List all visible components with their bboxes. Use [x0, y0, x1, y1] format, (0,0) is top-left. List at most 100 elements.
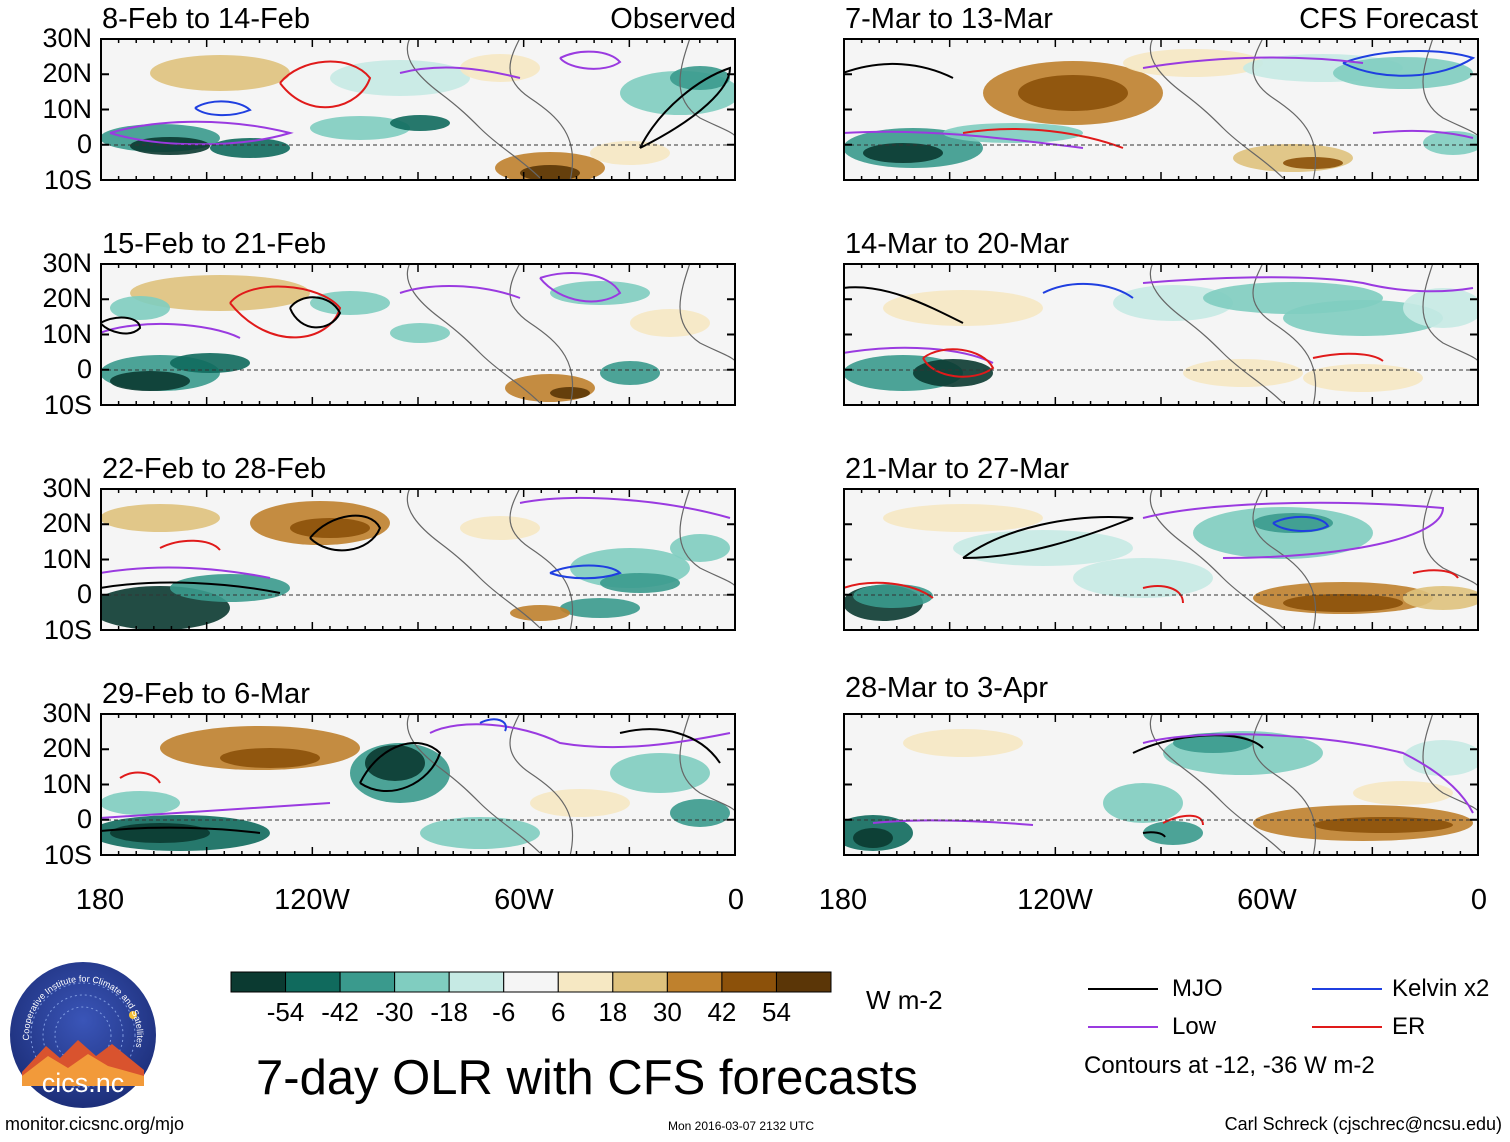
- lat-label: 10N: [42, 769, 92, 799]
- coastline: [406, 263, 541, 404]
- olr-anomaly-area: [853, 584, 933, 608]
- olr-anomaly-area: [1283, 157, 1343, 169]
- contour-line: [843, 346, 994, 364]
- contour-line: [872, 819, 1034, 826]
- contour-line: [549, 564, 622, 580]
- panel-title: 14-Mar to 20-Mar: [845, 228, 1070, 260]
- coastline: [509, 38, 574, 181]
- legend-line-mjo: [1088, 988, 1158, 990]
- lat-label: 30N: [42, 23, 92, 53]
- lat-label: 0: [76, 129, 92, 159]
- contour-line: [962, 128, 1124, 149]
- olr-anomaly-area: [420, 817, 540, 849]
- contour-line: [1142, 831, 1166, 838]
- olr-anomaly-area: [530, 789, 630, 817]
- lat-label: 20N: [42, 283, 92, 313]
- lat-label: 10N: [42, 544, 92, 574]
- legend-label-er: ER: [1392, 1013, 1426, 1040]
- colorbar-tick-label: -30: [375, 997, 414, 1027]
- contour-line: [843, 286, 964, 324]
- panel-title: 29-Feb to 6-Mar: [102, 678, 310, 710]
- olr-anomaly-area: [290, 518, 370, 538]
- olr-anomaly-area: [670, 799, 730, 827]
- colorbar-swatch: [230, 971, 287, 993]
- contour-line: [119, 771, 161, 784]
- coastline: [509, 713, 574, 856]
- lon-label: 120W: [274, 884, 350, 916]
- olr-colorbar: [230, 971, 832, 993]
- olr-map-panel-5: [843, 38, 1479, 181]
- panel-tag-cfs-forecast: CFS Forecast: [1299, 3, 1478, 35]
- footer-timestamp: Mon 2016-03-07 2132 UTC: [668, 1119, 815, 1133]
- lat-label: 0: [76, 354, 92, 384]
- panel-tag-observed: Observed: [610, 3, 736, 35]
- olr-map-panel-7: [843, 488, 1479, 631]
- panel-title: 8-Feb to 14-Feb: [102, 3, 310, 35]
- contour-line: [100, 802, 331, 819]
- coastline: [679, 488, 736, 589]
- colorbar-swatch: [775, 971, 832, 993]
- lat-label: 10S: [43, 840, 92, 870]
- olr-anomaly-area: [943, 123, 1083, 143]
- lon-label: 180: [75, 884, 125, 916]
- figure-title: 7-day OLR with CFS forecasts: [256, 1051, 918, 1105]
- lat-label: 10N: [42, 319, 92, 349]
- coastline: [406, 38, 541, 179]
- contour-line: [100, 322, 241, 339]
- legend-label-low: Low: [1172, 1013, 1217, 1040]
- coastline: [406, 713, 541, 854]
- contour-line: [639, 66, 732, 149]
- coastline: [1422, 488, 1479, 589]
- olr-anomaly-area: [150, 55, 290, 91]
- contour-line: [100, 826, 261, 834]
- olr-anomaly-area: [170, 574, 290, 602]
- cics-logo: Cooperative Institute for Climate and Sa…: [10, 962, 156, 1108]
- olr-anomaly-area: [1103, 783, 1183, 823]
- olr-anomaly-area: [600, 361, 660, 385]
- colorbar-tick-label: -18: [430, 997, 468, 1027]
- olr-anomaly-area: [100, 504, 220, 532]
- olr-anomaly-area: [883, 504, 1043, 532]
- lon-label: 60W: [1237, 884, 1297, 916]
- olr-anomaly-area: [1123, 49, 1263, 77]
- panel-title: 7-Mar to 13-Mar: [845, 3, 1053, 35]
- contour-line: [1342, 50, 1476, 77]
- olr-anomaly-area: [365, 745, 425, 781]
- olr-map-panel-2: [100, 263, 736, 406]
- olr-anomaly-area: [1403, 740, 1479, 776]
- coastline: [679, 38, 736, 139]
- colorbar-swatch: [285, 971, 341, 993]
- colorbar-tick-label: 6: [551, 997, 566, 1027]
- contour-line: [1142, 501, 1445, 559]
- lat-label: 10S: [43, 615, 92, 645]
- contour-line: [1162, 814, 1204, 826]
- contour-line: [1142, 276, 1474, 293]
- contour-line: [279, 60, 372, 109]
- olr-anomaly-area: [903, 729, 1023, 757]
- contour-line: [100, 566, 271, 579]
- olr-anomaly-area: [1113, 285, 1233, 321]
- olr-anomaly-area: [460, 54, 540, 82]
- olr-anomaly-area: [1173, 733, 1253, 753]
- olr-map-panel-6: [843, 263, 1479, 406]
- olr-anomaly-area: [1303, 364, 1423, 392]
- coastline: [1149, 263, 1284, 404]
- olr-anomaly-area: [390, 115, 450, 131]
- colorbar-swatch: [612, 971, 668, 993]
- lon-label: 180: [818, 884, 868, 916]
- olr-anomaly-area: [110, 371, 190, 391]
- lat-label: 30N: [42, 248, 92, 278]
- coastline: [406, 488, 541, 629]
- colorbar-tick-label: 54: [761, 997, 791, 1027]
- panel-title: 15-Feb to 21-Feb: [102, 228, 327, 260]
- colorbar-swatch: [394, 971, 450, 993]
- olr-anomaly-area: [1403, 586, 1479, 610]
- panel-title: 28-Mar to 3-Apr: [845, 672, 1049, 704]
- olr-anomaly-area: [1283, 594, 1403, 612]
- olr-anomaly-area: [670, 66, 730, 90]
- logo-text: cics.nc: [42, 1068, 125, 1098]
- colorbar-tick-label: 30: [652, 997, 682, 1027]
- olr-anomaly-area: [1283, 300, 1443, 336]
- contour-line: [1372, 129, 1474, 139]
- olr-anomaly-area: [590, 141, 670, 165]
